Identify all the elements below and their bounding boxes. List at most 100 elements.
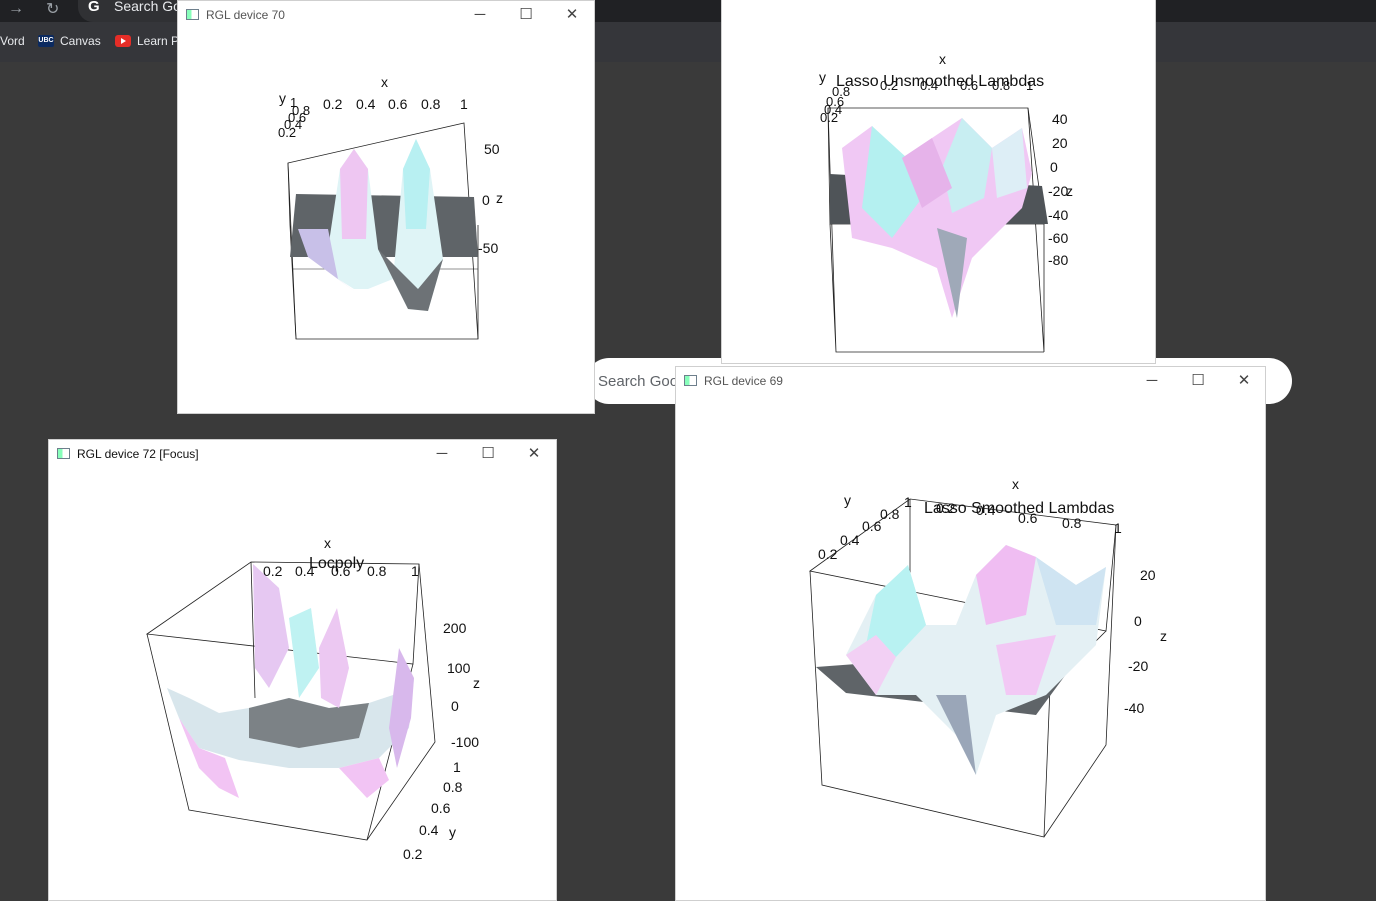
- z-tick: -20: [1048, 183, 1068, 199]
- bookmark-label: Vord: [0, 34, 25, 48]
- z-tick: 50: [484, 141, 500, 157]
- y-axis: 1 0.8 0.6 0.4 y 0.2: [403, 759, 463, 862]
- maximize-button[interactable]: ☐: [1191, 372, 1205, 389]
- bookmark-canvas[interactable]: UBC Canvas: [38, 34, 101, 48]
- bookmark-label: Canvas: [60, 34, 101, 48]
- x-axis: x 0.2 0.4 0.6 0.8 1: [263, 535, 419, 579]
- z-tick: -80: [1048, 252, 1068, 268]
- y-tick: 1: [453, 759, 461, 775]
- z-axis: 40 20 0 -20 z -40 -60 -80: [1048, 111, 1073, 268]
- y-tick: 0.4: [419, 822, 439, 838]
- rgl-window-70[interactable]: RGL device 70 ─ ☐ ✕ x 0.2 0.4 0.6 0.8 1 …: [177, 0, 595, 414]
- maximize-button[interactable]: ☐: [481, 445, 495, 462]
- unsmoothed-surface: [830, 118, 1048, 318]
- y-tick: 0.8: [292, 103, 310, 118]
- forward-icon[interactable]: →: [8, 0, 24, 17]
- y-tick: 0.6: [431, 800, 451, 816]
- z-tick: -50: [478, 240, 498, 256]
- y-axis-label: y: [279, 90, 286, 106]
- z-axis-label: z: [473, 675, 480, 691]
- chart-title: Lasso Smoothed Lambdas: [924, 500, 1114, 517]
- y-tick: 0.8: [443, 779, 463, 795]
- x-tick: 0.6: [1018, 510, 1038, 526]
- y-tick: 0.6: [862, 518, 882, 534]
- z-tick: 0: [1134, 613, 1142, 629]
- rgl-window-69[interactable]: RGL device 69 ─ ☐ ✕ Lasso Smoothed Lambd…: [675, 366, 1266, 901]
- z-tick: -20: [1128, 658, 1148, 674]
- close-button[interactable]: ✕: [565, 6, 579, 23]
- z-axis-label: z: [1066, 183, 1073, 199]
- x-tick: 1: [1026, 78, 1033, 93]
- y-tick: 0.4: [840, 532, 860, 548]
- address-bar-text: Search Go: [114, 0, 181, 14]
- y-axis: y 1 0.8 0.6 0.4 0.2: [278, 90, 310, 140]
- z-axis-label: z: [496, 190, 503, 206]
- z-tick: 0: [451, 698, 459, 714]
- window-title: RGL device 69: [704, 374, 783, 388]
- x-tick: 0.4: [356, 96, 376, 112]
- rgl-window-unsmoothed[interactable]: x 0.2 0.4 0.6 0.8 1 Lasso Unsmoothed Lam…: [721, 0, 1156, 364]
- unsmoothed-plot[interactable]: x 0.2 0.4 0.6 0.8 1 Lasso Unsmoothed Lam…: [722, 0, 1156, 364]
- x-axis-label: x: [324, 535, 331, 551]
- surface-70: [290, 139, 478, 311]
- z-tick: 100: [447, 660, 471, 676]
- z-tick: -40: [1124, 700, 1144, 716]
- reload-icon[interactable]: ↻: [46, 1, 60, 18]
- minimize-button[interactable]: ─: [1146, 372, 1158, 389]
- x-tick: 0.2: [936, 500, 956, 516]
- x-axis: x 0.2 0.4 0.6 0.8 1: [880, 51, 1033, 93]
- x-axis-label: x: [381, 74, 388, 90]
- bookmark-learn[interactable]: Learn P: [115, 34, 179, 48]
- close-button[interactable]: ✕: [527, 445, 541, 462]
- x-tick: 0.4: [920, 78, 938, 93]
- x-tick: 0.8: [367, 563, 387, 579]
- z-axis: 200 100 z 0 -100: [443, 620, 480, 750]
- minimize-button[interactable]: ─: [436, 445, 448, 462]
- z-axis: 20 0 z -20 -40: [1124, 567, 1167, 716]
- y-tick: 0.8: [832, 84, 850, 99]
- app-icon: [57, 448, 70, 459]
- z-tick: -60: [1048, 230, 1068, 246]
- bookmark-label: Learn P: [137, 34, 180, 48]
- chart-title: Locpoly: [309, 555, 364, 572]
- x-tick: 0.4: [295, 563, 315, 579]
- z-axis: 50 0 z -50: [478, 141, 503, 256]
- minimize-button[interactable]: ─: [474, 6, 486, 23]
- surface-72: [167, 564, 414, 798]
- surface-69: [816, 545, 1106, 775]
- x-tick: 1: [1114, 520, 1122, 536]
- y-tick: 0.2: [278, 125, 296, 140]
- maximize-button[interactable]: ☐: [519, 6, 533, 23]
- y-tick: 0.4: [284, 117, 302, 132]
- ubc-icon: UBC: [38, 35, 54, 47]
- titlebar[interactable]: RGL device 70 ─ ☐ ✕: [178, 1, 594, 29]
- x-tick: 0.2: [323, 96, 343, 112]
- x-tick: 1: [411, 563, 419, 579]
- x-tick: 0.8: [1062, 515, 1082, 531]
- x-axis: x 0.2 0.4 0.6 0.8 1: [323, 74, 468, 112]
- z-tick: -40: [1048, 207, 1068, 223]
- titlebar[interactable]: RGL device 69 ─ ☐ ✕: [676, 367, 1265, 395]
- z-tick: 20: [1140, 567, 1156, 583]
- close-button[interactable]: ✕: [1237, 372, 1251, 389]
- y-tick: 1: [290, 95, 297, 110]
- z-tick: 20: [1052, 135, 1068, 151]
- x-tick: 0.2: [880, 78, 898, 93]
- plot-72[interactable]: Locpoly x 0.2 0.4 0.6 0.8 1 200 100 z 0 …: [49, 468, 557, 901]
- z-tick: 40: [1052, 111, 1068, 127]
- plot-69[interactable]: Lasso Smoothed Lambdas x 0.2 0.4 0.6 0.8…: [676, 395, 1266, 901]
- rgl-window-72[interactable]: RGL device 72 [Focus] ─ ☐ ✕ Locpoly x 0.…: [48, 439, 557, 901]
- x-tick: 0.8: [421, 96, 441, 112]
- y-axis-label: y: [844, 492, 851, 508]
- x-axis-label: x: [1012, 476, 1019, 492]
- bookmark-word[interactable]: Vord: [0, 34, 25, 48]
- y-axis-label: y: [449, 824, 456, 840]
- y-tick: 1: [904, 494, 912, 510]
- y-tick: 0.6: [826, 94, 844, 109]
- chart-title: Lasso Unsmoothed Lambdas: [836, 73, 1044, 90]
- y-axis: y 1 0.8 0.6 0.4 0.2: [818, 492, 912, 562]
- plot-70[interactable]: x 0.2 0.4 0.6 0.8 1 y 1 0.8 0.6 0.4 0.2 …: [178, 29, 595, 414]
- x-tick: 0.8: [992, 78, 1010, 93]
- titlebar[interactable]: RGL device 72 [Focus] ─ ☐ ✕: [49, 440, 556, 468]
- y-tick: 0.2: [403, 846, 423, 862]
